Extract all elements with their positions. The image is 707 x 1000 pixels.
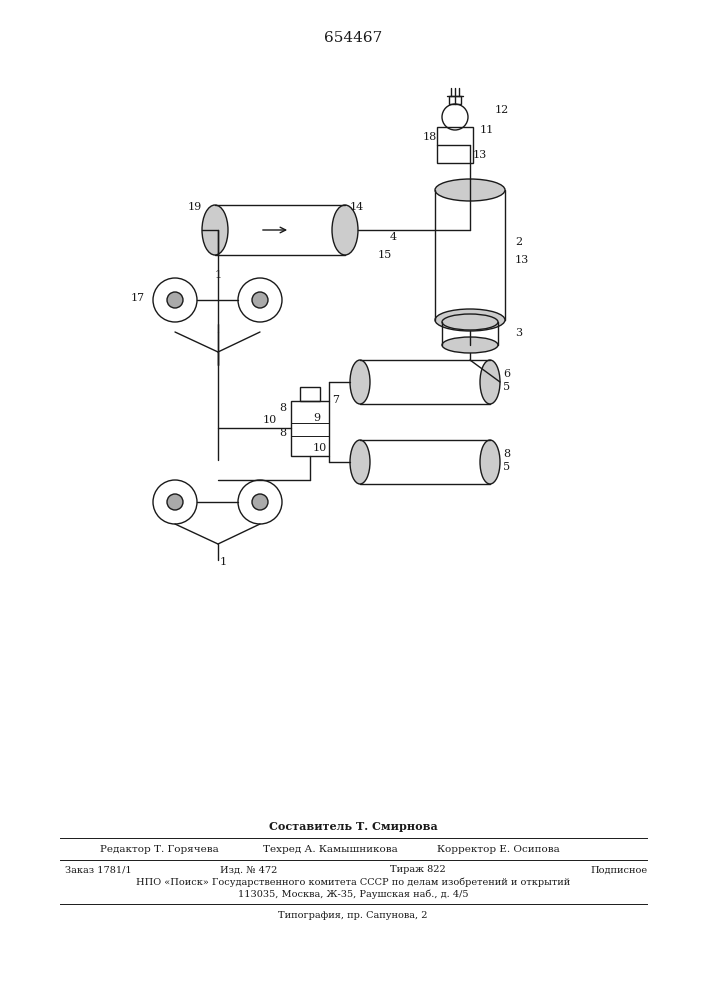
Text: Подписное: Подписное: [590, 865, 647, 874]
Text: 4: 4: [390, 232, 397, 242]
Text: 3: 3: [515, 328, 522, 338]
Text: 8: 8: [279, 428, 286, 438]
Text: Изд. № 472: Изд. № 472: [220, 865, 277, 874]
Text: 17: 17: [131, 293, 145, 303]
Text: 8: 8: [503, 449, 510, 459]
Text: 1: 1: [214, 270, 221, 280]
Ellipse shape: [332, 205, 358, 255]
Text: 113035, Москва, Ж-35, Раушская наб., д. 4/5: 113035, Москва, Ж-35, Раушская наб., д. …: [238, 889, 468, 899]
Ellipse shape: [480, 440, 500, 484]
Text: Заказ 1781/1: Заказ 1781/1: [65, 865, 132, 874]
Circle shape: [252, 292, 268, 308]
Text: 18: 18: [423, 132, 437, 142]
Circle shape: [167, 292, 183, 308]
Ellipse shape: [442, 314, 498, 330]
Text: 15: 15: [378, 250, 392, 260]
Text: 19: 19: [188, 202, 202, 212]
Text: 2: 2: [515, 237, 522, 247]
Text: 10: 10: [313, 443, 327, 453]
Text: Техред А. Камышникова: Техред А. Камышникова: [262, 846, 397, 854]
Text: 11: 11: [480, 125, 494, 135]
Bar: [300, 386, 320, 400]
Ellipse shape: [350, 360, 370, 404]
Text: 13: 13: [473, 150, 487, 160]
Text: Типография, пр. Сапунова, 2: Типография, пр. Сапунова, 2: [279, 910, 428, 920]
Ellipse shape: [202, 205, 228, 255]
Text: 7: 7: [332, 395, 339, 405]
Text: 10: 10: [263, 415, 277, 425]
Bar: [449, 96, 461, 104]
Ellipse shape: [435, 179, 505, 201]
Text: НПО «Поиск» Государственного комитета СССР по делам изобретений и открытий: НПО «Поиск» Государственного комитета СС…: [136, 877, 570, 887]
Text: 14: 14: [350, 202, 364, 212]
Ellipse shape: [350, 440, 370, 484]
Text: Корректор Е. Осипова: Корректор Е. Осипова: [437, 846, 560, 854]
Text: 9: 9: [313, 413, 320, 423]
Text: 1: 1: [220, 557, 227, 567]
Text: 5: 5: [503, 462, 510, 472]
Ellipse shape: [480, 360, 500, 404]
Text: 8: 8: [279, 403, 286, 413]
Ellipse shape: [442, 337, 498, 353]
Text: 12: 12: [495, 105, 509, 115]
Text: 5: 5: [503, 382, 510, 392]
Text: 654467: 654467: [324, 31, 382, 45]
Text: 13: 13: [515, 255, 530, 265]
Circle shape: [167, 494, 183, 510]
Bar: [291, 400, 329, 456]
Ellipse shape: [435, 309, 505, 331]
Text: Тираж 822: Тираж 822: [390, 865, 445, 874]
Text: Редактор Т. Горячева: Редактор Т. Горячева: [100, 846, 218, 854]
Text: 6: 6: [503, 369, 510, 379]
Text: Составитель Т. Смирнова: Составитель Т. Смирнова: [269, 820, 438, 832]
Bar: [437, 127, 473, 163]
Circle shape: [252, 494, 268, 510]
